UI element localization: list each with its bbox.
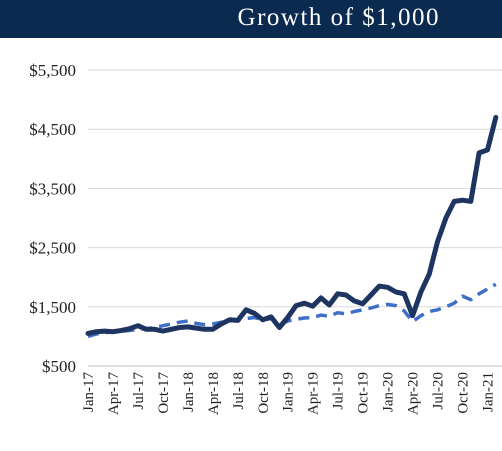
x-tick-label: Jan-20 <box>381 372 397 412</box>
x-tick-label: Apr-17 <box>106 372 122 416</box>
title-banner: Growth of $1,000 <box>0 0 502 38</box>
x-tick-label: Apr-19 <box>306 372 322 415</box>
x-tick-label: Oct-18 <box>256 372 272 414</box>
y-tick-label: $1,500 <box>29 298 76 317</box>
x-tick-label: Jan-21 <box>480 372 496 412</box>
x-tick-label: Apr-20 <box>406 372 422 415</box>
series-line-portfolio <box>85 114 499 336</box>
x-tick-label: Jul-20 <box>431 372 447 410</box>
x-tick-label: Jan-17 <box>81 372 97 412</box>
x-tick-label: Jan-18 <box>181 372 197 412</box>
x-tick-label: Oct-20 <box>456 372 472 414</box>
x-tick-label: Jan-19 <box>281 372 297 412</box>
chart-title: Growth of $1,000 <box>237 4 440 31</box>
growth-line-chart: $500 $1,500 $2,500 $3,500 $4,500 $5,500 Jan-17… <box>29 61 502 416</box>
x-tick-label: Oct-17 <box>156 372 172 414</box>
y-tick-label: $2,500 <box>29 239 76 258</box>
x-tick-label: Jul-18 <box>231 372 247 410</box>
x-tick-label: Jul-19 <box>331 372 347 410</box>
x-tick-label: Oct-19 <box>356 372 372 414</box>
y-tick-label: $500 <box>42 357 76 376</box>
chart-area: $500 $1,500 $2,500 $3,500 $4,500 $5,500 Jan-17… <box>0 38 502 446</box>
x-tick-label: Apr-18 <box>206 372 222 415</box>
y-tick-label: $4,500 <box>29 120 76 139</box>
y-tick-label: $3,500 <box>29 179 76 198</box>
x-tick-label: Jul-17 <box>131 372 147 410</box>
y-tick-label: $5,500 <box>29 61 76 80</box>
